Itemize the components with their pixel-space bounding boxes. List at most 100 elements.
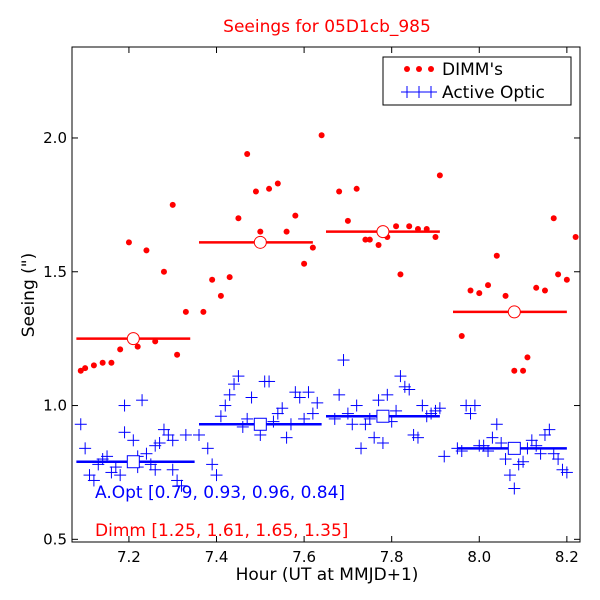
dimm-point (174, 351, 181, 358)
active-optic-point (228, 378, 241, 391)
active-optic-point (499, 453, 512, 466)
active-optic-point (416, 399, 429, 412)
active-optic-point (276, 402, 289, 415)
dimm-point (152, 338, 159, 345)
active-optic-point (284, 418, 297, 431)
active-optic-point (214, 410, 227, 423)
active-optic-point (193, 428, 205, 441)
active-optic-point (433, 402, 446, 415)
active-optic-point (166, 434, 179, 447)
active-optic-point (521, 442, 534, 455)
active-optic-point (254, 428, 267, 441)
active-optic-point (328, 412, 341, 425)
dimm-point (301, 260, 308, 267)
dimm-point (511, 367, 518, 374)
legend-dimm-dot (404, 66, 410, 72)
legend-dimm-dot (416, 66, 422, 72)
active-optic-point (241, 412, 254, 425)
active-optic-median-marker (253, 417, 267, 431)
annotation-dimm-medians: Dimm [1.25, 1.61, 1.65, 1.35] (95, 521, 348, 541)
active-optic-point (534, 447, 547, 460)
active-optic-point (179, 428, 192, 441)
x-axis-label: Hour (UT at MMJD+1) (236, 565, 419, 585)
dimm-point (432, 233, 439, 240)
active-optic-point (201, 442, 214, 455)
active-optic-point (372, 394, 385, 407)
dimm-point (226, 274, 233, 281)
legend-dimm-dot (428, 66, 434, 72)
active-optic-median-marker (376, 409, 390, 423)
dimm-point (169, 201, 176, 208)
active-optic-point (206, 458, 219, 471)
dimm-point (397, 271, 404, 278)
active-optic-point (482, 445, 495, 458)
dimm-point (235, 215, 242, 222)
dimm-point (266, 185, 273, 192)
active-optic-point (337, 354, 350, 367)
active-optic-point (127, 434, 140, 447)
median-markers (126, 225, 521, 469)
legend-active-optic-marker (401, 86, 437, 98)
active-optic-point (267, 415, 280, 428)
active-optic-point (495, 437, 508, 449)
active-optic-point (403, 383, 416, 396)
y-tick-label: 1.0 (43, 397, 67, 415)
plot-frame (71, 46, 581, 543)
dimm-point (467, 287, 474, 294)
dimm-point (423, 225, 430, 232)
legend-active-optic-plus (425, 86, 437, 98)
active-optic-point (490, 418, 503, 431)
x-tick-label: 7.4 (205, 548, 229, 566)
dimm-point (555, 271, 562, 278)
dimm-point (283, 228, 290, 235)
active-optic-point (333, 388, 346, 401)
dimm-point (274, 180, 281, 187)
dimm-median-marker (376, 225, 390, 239)
data-points (74, 132, 579, 495)
dimm-point (182, 308, 189, 315)
active-optic-point (530, 439, 543, 452)
active-optic-point (149, 463, 162, 476)
axis-ticks: 7.2 7.4 7.6 7.8 8.0 8.2 0.5 1.0 1.5 2.0 (43, 47, 580, 566)
active-optic-point (118, 426, 131, 439)
annotation-active-optic-medians: A.Opt [0.79, 0.93, 0.96, 0.84] (95, 483, 345, 503)
active-optic-point (223, 388, 236, 401)
active-optic-median-marker (126, 455, 140, 469)
dimm-point (550, 215, 557, 222)
active-optic-point (311, 396, 324, 409)
plot-area: 7.2 7.4 7.6 7.8 8.0 8.2 0.5 1.0 1.5 2.0 (43, 46, 581, 566)
active-optic-point (114, 469, 127, 482)
legend-dimm-marker (404, 66, 434, 72)
x-tick-label: 8.2 (555, 548, 579, 566)
active-optic-point (118, 399, 131, 412)
dimm-point (252, 188, 259, 195)
active-optic-point (464, 407, 477, 420)
dimm-point (90, 362, 97, 369)
dimm-point (217, 292, 224, 299)
legend-label-active-optic: Active Optic (442, 83, 545, 103)
active-optic-point (149, 439, 162, 452)
dimm-point (414, 225, 421, 232)
dimm-point (344, 217, 351, 224)
active-optic-point (390, 404, 403, 417)
active-optic-point (560, 466, 573, 479)
legend-label-dimm: DIMM's (442, 60, 503, 80)
dimm-point (362, 236, 369, 243)
legend-active-optic-plus (413, 86, 425, 98)
active-optic-point (219, 399, 232, 412)
dimm-point (200, 308, 207, 315)
dimm-point (393, 223, 400, 230)
active-optic-point (363, 412, 376, 425)
dimm-point (353, 185, 360, 192)
dimm-point (520, 367, 527, 374)
dimm-point (257, 228, 264, 235)
dimm-point (134, 343, 141, 350)
active-optic-point (346, 418, 359, 431)
active-optic-point (236, 420, 249, 433)
active-optic-point (455, 445, 468, 458)
chart-legend: DIMM's Active Optic (382, 56, 572, 106)
active-optic-point (175, 479, 188, 492)
dimm-point (108, 359, 115, 366)
active-optic-point (411, 431, 424, 444)
